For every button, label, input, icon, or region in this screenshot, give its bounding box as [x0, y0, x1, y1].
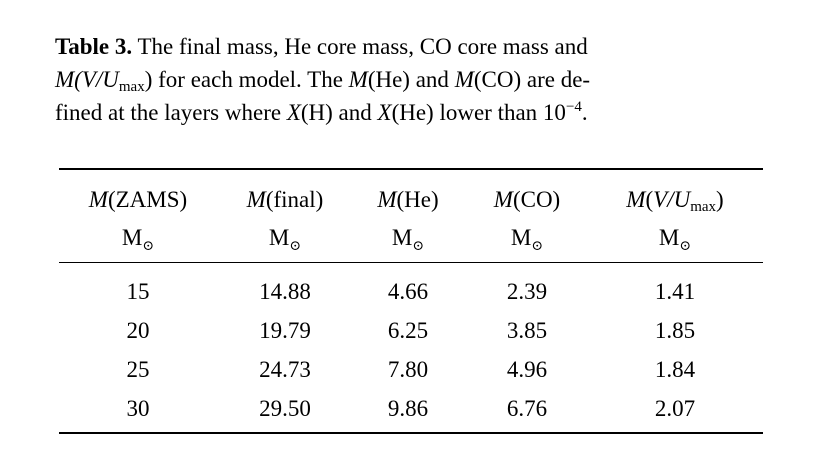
unit-letter: M: [268, 225, 290, 250]
column-header: M(final): [247, 186, 324, 214]
header-symbol: M: [246, 187, 266, 212]
table-cell: 24.73: [259, 357, 311, 382]
unit-letter: M: [121, 225, 143, 250]
table-cell: 6.25: [387, 318, 429, 343]
unit-solar-symbol: ⊙: [142, 239, 155, 254]
column-unit: M⊙: [391, 224, 425, 254]
column-unit: M⊙: [268, 224, 302, 254]
table-cell: 4.66: [387, 279, 429, 304]
header-arg: (: [645, 187, 654, 212]
table-cell: 29.50: [259, 396, 311, 421]
table-header-rule: [59, 262, 763, 263]
caption-text: (H) and: [300, 100, 378, 125]
column-header: M(ZAMS): [89, 186, 187, 214]
unit-solar-symbol: ⊙: [531, 239, 544, 254]
table-cell: 2.39: [506, 279, 548, 304]
caption-superscript: −4: [565, 99, 582, 115]
header-subscript: max: [690, 199, 717, 215]
column-header: M(He): [377, 186, 438, 214]
unit-letter: M: [658, 225, 680, 250]
header-symbol: M: [626, 187, 646, 212]
caption-text: ) for each model. The: [144, 67, 349, 92]
column-header: M(V/Umax): [626, 186, 724, 215]
caption-subscript: max: [118, 79, 145, 95]
table-caption: Table 3. The final mass, He core mass, C…: [55, 30, 777, 129]
column-unit: M⊙: [121, 224, 155, 254]
caption-text: (CO) are de-: [473, 67, 591, 92]
header-arg: V/U: [653, 187, 691, 212]
header-arg: (He): [396, 187, 439, 212]
table-cell: 3.85: [506, 318, 548, 343]
table-top-rule: [59, 168, 763, 170]
caption-text: fined at the layers where: [55, 100, 287, 125]
unit-solar-symbol: ⊙: [679, 239, 692, 254]
header-arg: (CO): [512, 187, 561, 212]
header-symbol: M: [88, 187, 108, 212]
caption-text: (He) lower than 10: [391, 100, 566, 125]
header-arg: (ZAMS): [107, 187, 188, 212]
column-header: M(CO): [494, 186, 560, 214]
unit-solar-symbol: ⊙: [289, 239, 302, 254]
header-arg: ): [716, 187, 724, 212]
unit-solar-symbol: ⊙: [412, 239, 425, 254]
caption-text: .: [581, 100, 588, 125]
table-cell: 30: [126, 396, 150, 421]
table-cell: 1.85: [654, 318, 696, 343]
unit-letter: M: [391, 225, 413, 250]
header-symbol: M: [493, 187, 513, 212]
header-symbol: M: [377, 187, 397, 212]
table-cell: 4.96: [506, 357, 548, 382]
caption-line1: The final mass, He core mass, CO core ma…: [132, 34, 588, 59]
table-cell: 25: [126, 357, 150, 382]
table-cell: 20: [126, 318, 150, 343]
table-bottom-rule: [59, 432, 763, 434]
caption-text: (He) and: [367, 67, 455, 92]
caption-math: M: [454, 67, 474, 92]
table-cell: 2.07: [654, 396, 696, 421]
header-arg: (final): [265, 187, 324, 212]
table-cell: 1.84: [654, 357, 696, 382]
table-cell: 14.88: [259, 279, 311, 304]
caption-math: M: [55, 67, 75, 92]
table-cell: 15: [126, 279, 150, 304]
table-cell: 19.79: [259, 318, 311, 343]
table-cell: 7.80: [387, 357, 429, 382]
table-cell: 6.76: [506, 396, 548, 421]
column-unit: M⊙: [510, 224, 544, 254]
caption-label: Table 3.: [55, 34, 133, 59]
caption-math: X: [286, 100, 301, 125]
caption-math: M: [348, 67, 368, 92]
unit-letter: M: [510, 225, 532, 250]
caption-math: X: [377, 100, 392, 125]
table-cell: 9.86: [387, 396, 429, 421]
column-unit: M⊙: [658, 224, 692, 254]
table-cell: 1.41: [654, 279, 696, 304]
caption-math: (V/U: [74, 67, 119, 92]
